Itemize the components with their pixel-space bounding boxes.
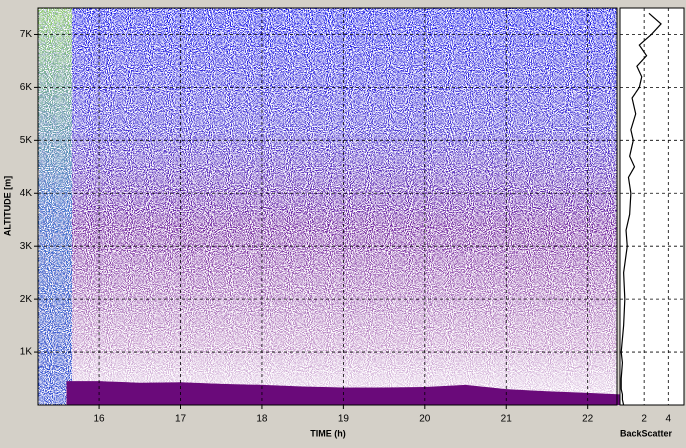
x-tick-label: 20 [419,414,431,425]
plot-frame [37,7,618,406]
profile-axis-title: BackScatter [620,428,673,438]
x-tick-label: 19 [338,414,350,425]
x-tick-label: 22 [582,414,594,425]
y-tick-label: 3K [20,241,33,252]
x-tick-label: 18 [256,414,268,425]
x-tick-label: 16 [94,414,106,425]
y-tick-label: 1K [20,347,33,358]
y-tick-label: 6K [20,82,33,93]
early-signal-texture [38,8,72,405]
y-tick-label: 2K [20,294,33,305]
y-axis-title: ALTITUDE [m] [2,176,12,236]
y-tick-label: 5K [20,135,33,146]
profile-frame [619,7,685,406]
x-axis-title: TIME (h) [310,428,346,438]
y-tick-label: 4K [20,188,33,199]
y-tick-label: 7K [20,29,33,40]
backscatter-texture [38,8,617,405]
backscatter-profile [620,12,662,406]
profile-tick-label: 2 [641,414,647,425]
x-tick-label: 17 [175,414,187,425]
x-tick-label: 21 [501,414,513,425]
profile-tick-label: 4 [666,414,672,425]
